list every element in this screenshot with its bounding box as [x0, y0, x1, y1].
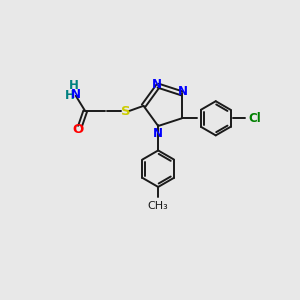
- Text: S: S: [121, 105, 131, 118]
- Text: N: N: [178, 85, 188, 98]
- Text: N: N: [71, 88, 81, 101]
- Text: H: H: [64, 89, 74, 102]
- Text: Cl: Cl: [248, 112, 261, 125]
- Text: O: O: [73, 124, 84, 136]
- Text: N: N: [152, 78, 162, 91]
- Text: N: N: [153, 128, 163, 140]
- Text: CH₃: CH₃: [148, 201, 169, 211]
- Text: H: H: [68, 79, 78, 92]
